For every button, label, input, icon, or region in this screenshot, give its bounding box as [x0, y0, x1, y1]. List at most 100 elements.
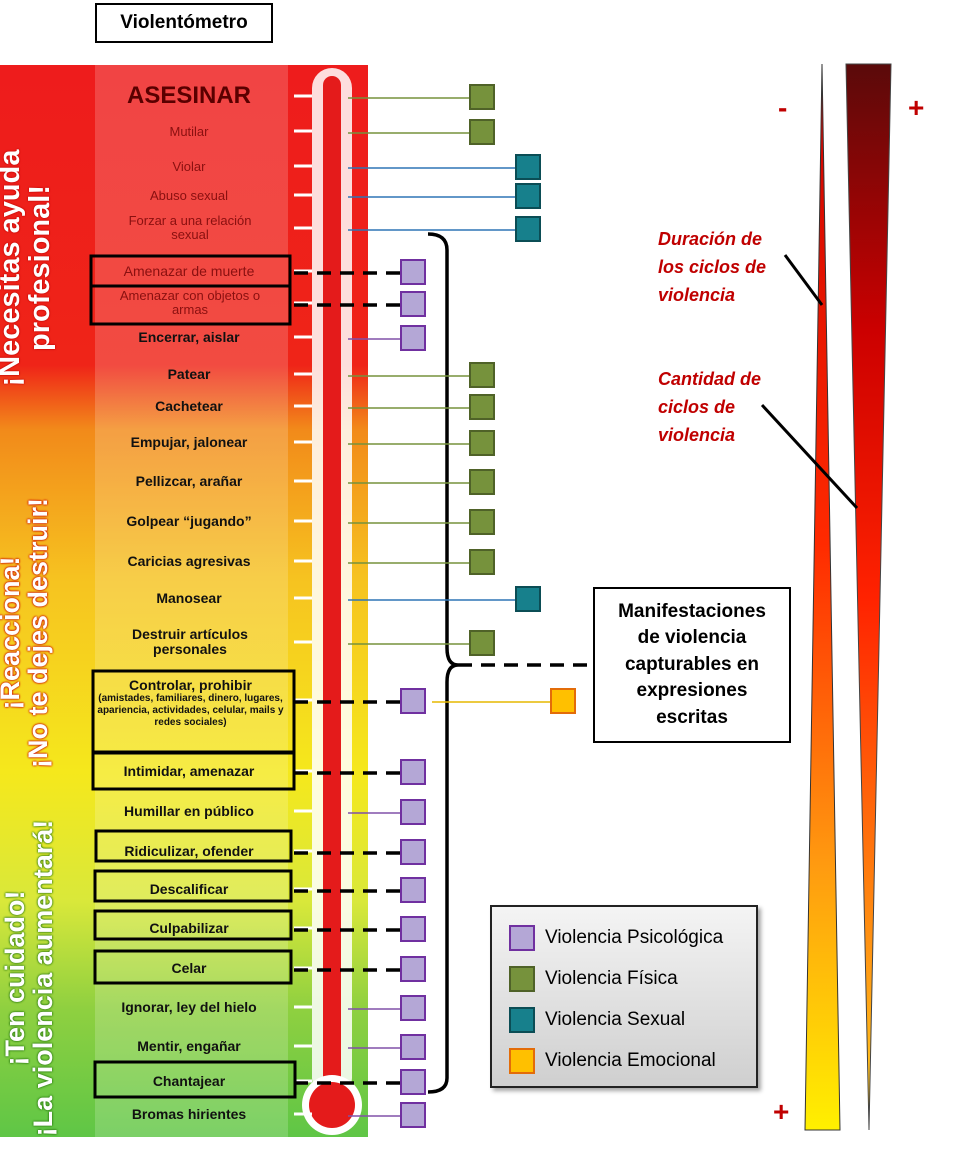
- gradient-background: [0, 65, 368, 1137]
- violence-item-label: Controlar, prohibir (amistades, familiare…: [93, 677, 288, 729]
- violence-type-marker-sexual: [515, 183, 541, 209]
- violence-type-marker-sexual: [515, 216, 541, 242]
- duration-note: Duración de los ciclos de violencia: [658, 229, 767, 305]
- side-label-top: ¡Necesitas ayuda profesional!: [0, 149, 57, 387]
- violence-type-marker-psicologica: [400, 1069, 426, 1095]
- violence-item-label: Amenazar de muerte: [95, 262, 283, 279]
- legend-swatch-psicologica: [509, 925, 535, 951]
- violence-item-text: Abuso sexual: [149, 187, 229, 203]
- violence-item-label: Humillar en público: [95, 802, 283, 819]
- violence-type-marker-sexual: [515, 586, 541, 612]
- violence-item-text: Culpabilizar: [149, 919, 229, 936]
- quantity-note: Cantidad de ciclos de violencia: [658, 369, 762, 445]
- violence-item-label: Ridiculizar, ofender: [95, 842, 283, 859]
- violence-item-text: Mentir, engañar: [137, 1037, 241, 1054]
- violence-type-marker-psicologica: [400, 916, 426, 942]
- violence-item-label: Celar: [95, 959, 283, 976]
- violence-type-marker-fisica: [469, 394, 495, 420]
- violence-type-marker-fisica: [469, 469, 495, 495]
- legend-item-emocional: Violencia Emocional: [509, 1046, 716, 1076]
- violence-type-marker-psicologica: [400, 688, 426, 714]
- highlight-box: [94, 829, 293, 863]
- violence-type-marker-psicologica: [400, 956, 426, 982]
- violence-item-text: Pellizcar, arañar: [135, 472, 243, 489]
- violence-item-text: Manosear: [156, 589, 222, 606]
- violence-item-text: Amenazar de muerte: [123, 262, 255, 279]
- violence-type-marker-psicologica: [400, 1034, 426, 1060]
- highlight-box: [93, 1060, 297, 1099]
- violence-item-label: Manosear: [95, 589, 283, 606]
- violence-type-marker-fisica: [469, 509, 495, 535]
- violence-item-label: Abuso sexual: [95, 187, 283, 203]
- violence-item-label: Ignorar, ley del hielo: [95, 998, 283, 1015]
- violence-item-label: Patear: [95, 365, 283, 382]
- violence-type-marker-fisica: [469, 549, 495, 575]
- violence-type-marker-psicologica: [400, 291, 426, 317]
- violence-item-text: Bromas hirientes: [131, 1105, 247, 1122]
- violence-item-text: Cachetear: [155, 397, 223, 414]
- violence-item-text: Golpear “jugando”: [126, 512, 252, 529]
- violence-type-marker-emocional: [550, 688, 576, 714]
- violence-item-text: Destruir artículos personales: [132, 625, 248, 658]
- violence-item-label: Golpear “jugando”: [95, 512, 283, 529]
- violence-item-text: ASESINAR: [126, 82, 252, 110]
- items-layer: [89, 84, 576, 1128]
- violence-item-text: Encerrar, aislar: [138, 328, 240, 345]
- violence-item-label: Cachetear: [95, 397, 283, 414]
- violence-item-text: Forzar a una relación sexual: [128, 213, 252, 243]
- highlight-box: [93, 869, 293, 903]
- highlight-box: [93, 909, 293, 941]
- violence-type-marker-psicologica: [400, 995, 426, 1021]
- violence-type-marker-fisica: [469, 84, 495, 110]
- violence-item-label: Pellizcar, arañar: [95, 472, 283, 489]
- highlight-box: [93, 949, 293, 985]
- violence-item-label: Amenazar con objetos o armas: [115, 288, 265, 318]
- legend-item-psicologica: Violencia Psicológica: [509, 923, 723, 953]
- plus-sign-top: +: [908, 92, 925, 123]
- legend-item-fisica: Violencia Física: [509, 964, 678, 994]
- violence-type-marker-fisica: [469, 630, 495, 656]
- violence-item-label: Encerrar, aislar: [95, 328, 283, 345]
- grouping-bracket: [427, 232, 459, 1094]
- violence-item-text: Patear: [167, 365, 211, 382]
- quantity-triangle: [845, 63, 892, 1131]
- violence-type-marker-psicologica: [400, 259, 426, 285]
- violence-item-text: Empujar, jalonear: [130, 433, 248, 450]
- violence-item-label: Bromas hirientes: [95, 1105, 283, 1122]
- violence-item-text: Intimidar, amenazar: [123, 762, 255, 779]
- violence-item-text: Humillar en público: [124, 802, 254, 819]
- legend-swatch-fisica: [509, 966, 535, 992]
- legend-swatch-sexual: [509, 1007, 535, 1033]
- highlight-box: [91, 751, 296, 791]
- side-label-bottom: ¡Ten cuidado! ¡La violencia aumentará!: [0, 819, 59, 1137]
- violence-type-marker-psicologica: [400, 325, 426, 351]
- thermometer-tube: [323, 76, 341, 1096]
- violence-item-label: ASESINAR: [95, 82, 283, 110]
- violence-item-text: Amenazar con objetos o armas: [119, 288, 261, 318]
- duration-triangle: [804, 63, 841, 1131]
- violence-type-marker-psicologica: [400, 877, 426, 903]
- violence-type-marker-sexual: [515, 154, 541, 180]
- violence-item-label: Violar: [95, 159, 283, 174]
- legend: Violencia Psicológica Violencia Física V…: [490, 905, 758, 1088]
- violence-item-text: Celar: [171, 959, 207, 976]
- violence-item-label: Intimidar, amenazar: [95, 762, 283, 779]
- violence-type-marker-psicologica: [400, 799, 426, 825]
- violence-item-label: Destruir artículos personales: [115, 625, 265, 658]
- violence-item-label: Chantajear: [95, 1073, 283, 1089]
- legend-item-sexual: Violencia Sexual: [509, 1005, 685, 1035]
- manifestations-note: Manifestaciones de violencia capturables…: [593, 587, 791, 743]
- violence-item-text: Ignorar, ley del hielo: [121, 998, 257, 1015]
- violence-item-label: Forzar a una relación sexual: [115, 213, 265, 243]
- quantity-pointer: [760, 403, 859, 510]
- violence-item-text: Ridiculizar, ofender: [124, 842, 254, 859]
- violence-type-marker-psicologica: [400, 759, 426, 785]
- plus-sign-bottom: +: [773, 1096, 790, 1127]
- violence-item-label: Culpabilizar: [95, 919, 283, 936]
- violence-type-marker-fisica: [469, 119, 495, 145]
- violence-type-marker-psicologica: [400, 839, 426, 865]
- duration-pointer: [783, 254, 824, 306]
- violence-type-marker-fisica: [469, 430, 495, 456]
- violence-item-label: Empujar, jalonear: [95, 433, 283, 450]
- violence-item-label: Mentir, engañar: [95, 1037, 283, 1054]
